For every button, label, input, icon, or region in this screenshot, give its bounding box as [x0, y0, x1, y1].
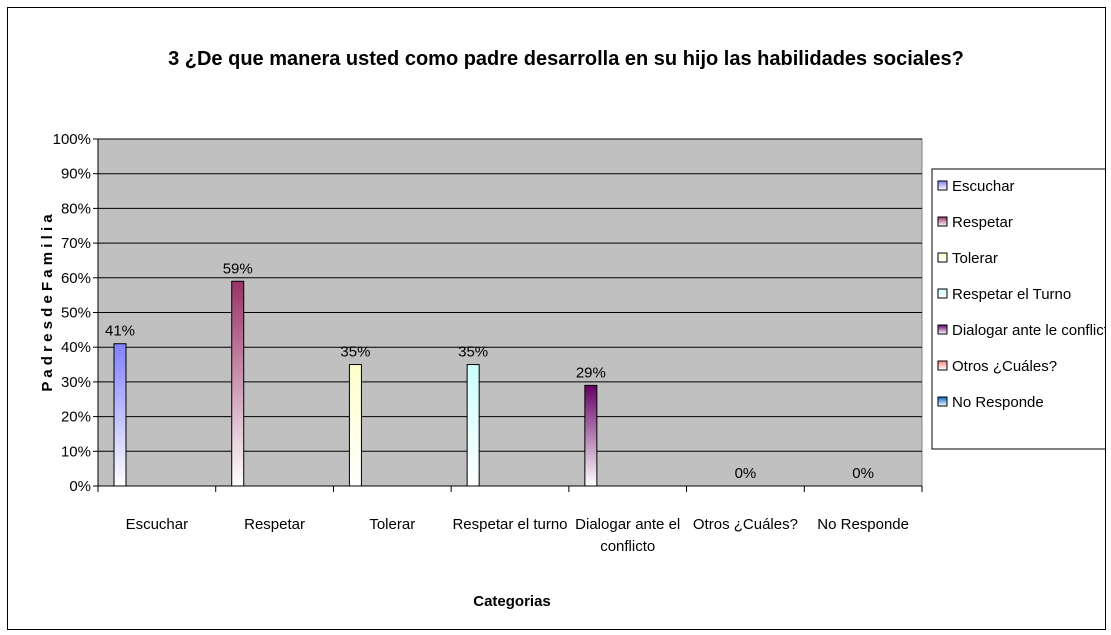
chart-frame: 3 ¿De que manera usted como padre desarr…	[7, 7, 1106, 630]
legend-label: Tolerar	[952, 250, 998, 267]
x-tick-label: conflicto	[600, 538, 655, 555]
x-tick-label: No Responde	[817, 516, 909, 533]
data-label: 35%	[340, 344, 370, 361]
y-tick-label: 0%	[69, 478, 91, 495]
x-tick-label: Respetar el turno	[452, 516, 567, 533]
y-tick-label: 90%	[61, 166, 91, 183]
legend-label: No Responde	[952, 394, 1044, 411]
legend-label: Escuchar	[952, 178, 1015, 195]
x-axis-title: Categorias	[473, 593, 551, 610]
legend-swatch	[937, 252, 948, 263]
legend-label: Respetar el Turno	[952, 286, 1071, 303]
data-label: 0%	[852, 465, 874, 482]
chart-title: 3 ¿De que manera usted como padre desarr…	[168, 48, 964, 70]
legend-label: Dialogar ante le conflicto	[952, 322, 1105, 339]
bar	[231, 280, 245, 487]
x-tick-label: Tolerar	[369, 516, 415, 533]
legend-swatch	[937, 288, 948, 299]
bar	[113, 343, 127, 487]
legend-label: Respetar	[952, 214, 1013, 231]
y-axis-title: P a d r e s d e F a m i l i a	[39, 214, 56, 392]
data-label: 35%	[458, 344, 488, 361]
legend-swatch	[937, 180, 948, 191]
data-label: 41%	[105, 323, 135, 340]
y-tick-label: 30%	[61, 374, 91, 391]
legend-swatch	[937, 324, 948, 335]
y-tick-label: 50%	[61, 305, 91, 322]
data-label: 59%	[223, 260, 253, 277]
y-tick-label: 70%	[61, 235, 91, 252]
legend-box	[931, 168, 1105, 450]
y-tick-label: 40%	[61, 339, 91, 356]
bar	[348, 364, 362, 487]
y-tick-label: 100%	[53, 131, 91, 148]
data-label: 0%	[735, 465, 757, 482]
y-tick-label: 20%	[61, 409, 91, 426]
legend-swatch	[937, 360, 948, 371]
legend-swatch	[937, 216, 948, 227]
bar-chart: 3 ¿De que manera usted como padre desarr…	[39, 48, 1105, 610]
x-tick-label: Dialogar ante el	[575, 516, 680, 533]
y-tick-label: 60%	[61, 270, 91, 287]
bar	[584, 384, 598, 487]
legend-swatch	[937, 396, 948, 407]
y-tick-label: 10%	[61, 443, 91, 460]
bar	[466, 364, 480, 487]
y-tick-label: 80%	[61, 200, 91, 217]
x-tick-label: Respetar	[244, 516, 305, 533]
x-tick-label: Escuchar	[126, 516, 189, 533]
legend-label: Otros ¿Cuáles?	[952, 358, 1057, 375]
data-label: 29%	[576, 364, 606, 381]
x-tick-label: Otros ¿Cuáles?	[693, 516, 798, 533]
